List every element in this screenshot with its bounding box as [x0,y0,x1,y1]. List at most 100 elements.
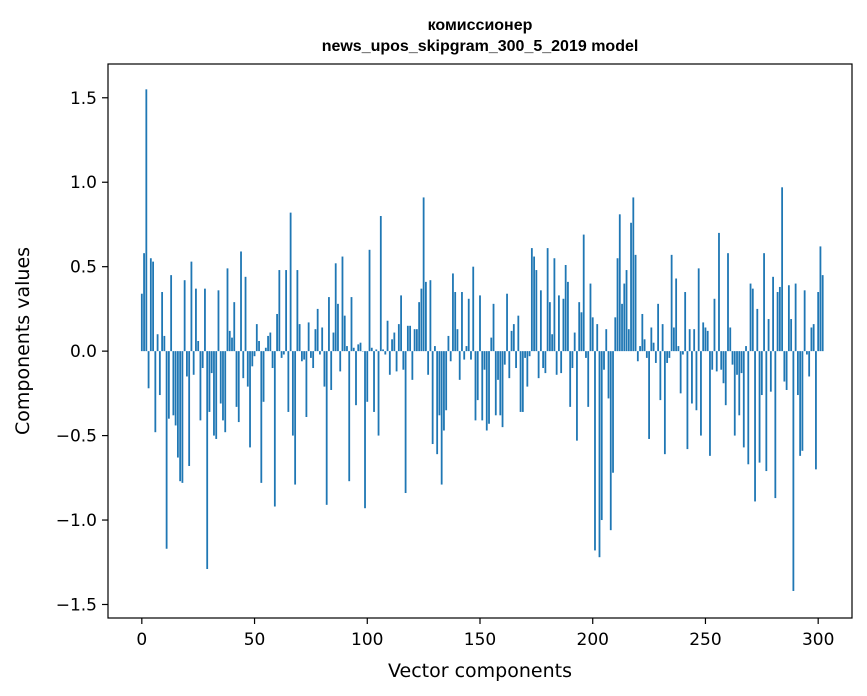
bar-component-80 [321,327,324,352]
bar-component-233 [666,351,669,363]
bar-component-204 [600,351,603,521]
bar-component-281 [774,351,777,499]
bar-component-205 [603,351,605,370]
bar-component-179 [544,351,547,374]
bar-component-302 [821,275,824,352]
x-tick-label: 300 [802,630,834,650]
bar-component-265 [738,351,741,416]
bar-component-108 [384,351,387,355]
chart-title: комиссионер news_upos_skipgram_300_5_201… [322,17,639,55]
bar-component-7 [156,334,159,352]
bar-component-28 [204,288,206,352]
bar-component-279 [769,351,772,392]
bar-component-14 [172,351,175,416]
bar-component-197 [585,351,587,358]
bar-component-294 [803,290,806,352]
bar-component-37 [224,351,227,433]
bar-component-34 [217,290,220,352]
bar-component-246 [695,351,698,411]
bar-component-225 [648,351,650,439]
bar-component-102 [370,347,373,352]
bar-component-287 [787,285,790,352]
bar-component-214 [623,283,626,352]
bar-component-45 [242,351,245,379]
bar-component-224 [645,351,648,358]
bar-component-122 [415,329,418,352]
bar-component-226 [650,327,653,352]
bar-component-209 [612,351,614,473]
bar-component-163 [508,351,511,379]
bar-component-29 [206,351,209,570]
x-tick-label: 100 [351,630,383,650]
bar-component-126 [424,281,427,352]
bar-component-113 [395,351,398,372]
bar-component-184 [555,351,558,375]
bar-component-190 [569,351,572,407]
bar-component-254 [713,298,716,352]
bar-component-248 [700,351,702,436]
bar-component-164 [510,330,513,352]
bar-component-194 [578,302,581,352]
bar-component-146 [470,351,472,360]
x-tick-label: 50 [244,630,266,650]
bar-component-23 [192,351,195,375]
bar-component-94 [352,347,355,352]
bar-component-65 [287,351,290,412]
bar-component-88 [339,351,342,372]
bar-component-0 [140,293,143,352]
bar-component-16 [176,351,179,458]
bar-component-202 [596,324,599,352]
bar-component-156 [492,303,495,352]
bar-component-244 [691,351,693,404]
y-tick-label: 0.5 [70,258,97,278]
bar-component-48 [249,351,251,448]
bar-component-172 [528,351,531,357]
bar-component-141 [458,351,461,380]
bar-component-208 [609,351,612,531]
bar-component-147 [472,266,475,352]
bar-component-67 [291,351,294,436]
bar-component-97 [359,342,362,352]
bar-component-236 [672,327,675,352]
bar-component-285 [783,351,786,382]
bar-component-134 [443,351,445,431]
bar-component-131 [436,351,439,455]
bar-component-152 [483,351,486,370]
bar-component-69 [296,270,299,352]
bar-component-132 [438,351,441,416]
bar-component-228 [654,351,657,363]
bar-component-84 [330,351,333,390]
bar-component-189 [567,281,569,352]
y-tick-label: −1.5 [56,595,97,615]
bar-component-245 [693,329,696,352]
bar-component-154 [488,351,490,424]
bar-component-159 [499,351,502,416]
bar-component-24 [195,288,197,352]
x-tick-label: 250 [689,630,721,650]
bar-component-82 [325,351,328,505]
bar-component-155 [490,337,493,352]
bar-component-119 [409,325,412,352]
bar-component-26 [199,351,202,421]
bar-component-85 [332,332,335,352]
bar-component-30 [208,351,211,412]
bar-component-298 [812,324,815,352]
bar-component-160 [501,351,504,428]
bar-component-51 [255,324,258,352]
bar-component-17 [179,351,182,482]
bar-component-167 [517,315,520,352]
y-axis-ticks: −1.5 −1.0 −0.5 0.0 0.5 1.0 1.5 [56,89,108,615]
bar-component-264 [736,351,738,375]
bar-component-3 [147,351,150,389]
bar-component-193 [576,351,578,441]
bar-component-219 [634,254,637,352]
bar-component-247 [697,268,700,352]
bar-component-301 [819,246,822,352]
bar-component-21 [188,351,191,466]
bar-component-60 [276,313,278,352]
bar-component-230 [659,351,662,401]
bar-component-118 [406,325,409,352]
bar-component-79 [319,351,321,355]
bar-component-188 [564,264,567,352]
bar-component-151 [481,351,484,421]
